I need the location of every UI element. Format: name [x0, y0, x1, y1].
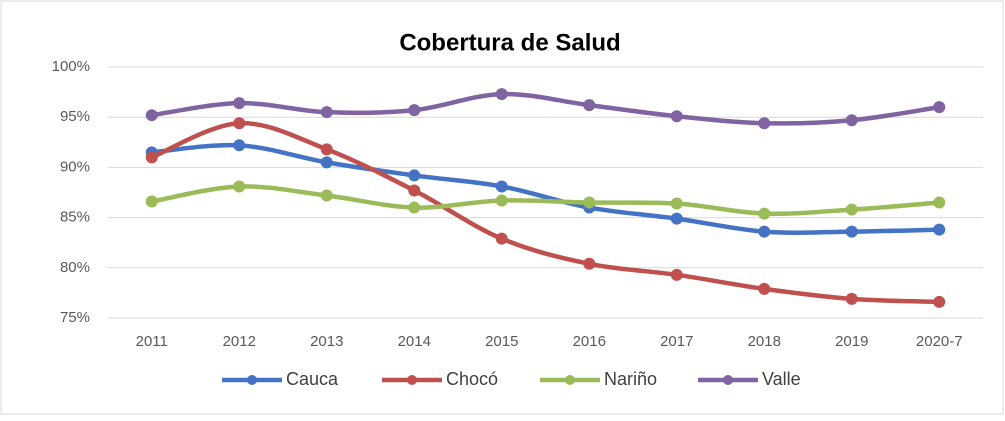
data-point — [670, 212, 683, 225]
x-tick-label: 2013 — [310, 333, 343, 350]
data-point — [408, 169, 421, 182]
data-point — [758, 207, 771, 220]
series-line — [151, 184, 940, 217]
x-tick-label: 2019 — [835, 333, 868, 350]
data-point — [320, 189, 333, 202]
x-tick-label: 2018 — [748, 333, 781, 350]
data-point — [845, 292, 858, 305]
x-tick-label: 2017 — [660, 333, 693, 350]
y-tick-label: 85% — [60, 209, 90, 226]
data-point — [320, 156, 333, 169]
data-point — [495, 88, 508, 101]
legend-label: Chocó — [446, 369, 498, 389]
x-tick-label: 2016 — [573, 333, 606, 350]
data-point — [495, 180, 508, 193]
data-point — [583, 257, 596, 270]
data-point — [408, 104, 421, 117]
data-point — [670, 268, 683, 281]
data-point — [933, 101, 946, 114]
data-point — [233, 97, 246, 110]
data-point — [145, 151, 158, 164]
legend-marker — [723, 375, 733, 385]
data-point — [670, 110, 683, 123]
data-point — [233, 180, 246, 193]
y-tick-label: 80% — [60, 259, 90, 276]
x-tick-label: 2011 — [136, 333, 168, 350]
data-point — [845, 114, 858, 127]
series-line — [151, 142, 940, 235]
data-point — [233, 117, 246, 130]
data-point — [583, 99, 596, 112]
x-tick-label: 2012 — [223, 333, 256, 350]
data-point — [145, 195, 158, 208]
data-point — [933, 223, 946, 236]
chart-title: Cobertura de Salud — [399, 29, 620, 56]
data-point — [845, 203, 858, 216]
data-point — [933, 295, 946, 308]
data-point — [670, 197, 683, 210]
data-point — [758, 282, 771, 295]
data-point — [758, 117, 771, 130]
legend-label: Valle — [762, 369, 801, 389]
data-point — [758, 225, 771, 238]
data-point — [320, 143, 333, 156]
data-point — [233, 139, 246, 152]
data-point — [933, 196, 946, 209]
legend-label: Cauca — [286, 369, 339, 389]
data-point — [320, 106, 333, 119]
x-tick-label: 2014 — [398, 333, 431, 350]
legend-marker — [407, 375, 417, 385]
data-point — [495, 232, 508, 245]
data-point — [408, 201, 421, 214]
x-tick-label: 2020-7 — [916, 333, 963, 350]
data-point — [845, 225, 858, 238]
legend-label: Nariño — [604, 369, 657, 389]
y-tick-label: 75% — [60, 309, 90, 326]
legend-marker — [565, 375, 575, 385]
y-tick-label: 95% — [60, 108, 90, 125]
series-line — [150, 120, 940, 305]
data-point — [408, 184, 421, 197]
y-tick-label: 90% — [60, 158, 90, 175]
data-point — [583, 196, 596, 209]
legend-marker — [247, 375, 257, 385]
series-line — [151, 91, 940, 126]
data-point — [145, 109, 158, 122]
x-tick-label: 2015 — [485, 333, 518, 350]
y-tick-label: 100% — [52, 58, 90, 75]
data-point — [495, 194, 508, 207]
